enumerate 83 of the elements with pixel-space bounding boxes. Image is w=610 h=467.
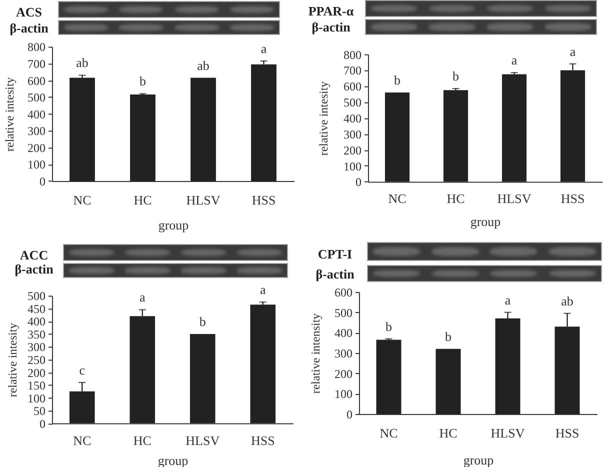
y-tick-label: 400 [28, 314, 46, 329]
y-tick-label: 100 [344, 159, 362, 174]
x-tick-label: HSS [555, 426, 580, 440]
x-tick-label: HC [439, 426, 458, 440]
x-tick-label: HC [134, 192, 152, 208]
x-tick-label: HLSV [497, 191, 532, 206]
annotation: b [386, 318, 392, 334]
chart-title: ACC [20, 248, 48, 262]
x-axis-title: group [463, 452, 494, 467]
chart-title: PPAR-α [308, 4, 354, 18]
y-axis-title: relative intensity [308, 313, 322, 394]
y-tick-label: 600 [334, 286, 352, 300]
y-tick-label: 500 [344, 96, 362, 110]
chart-title: ACS [16, 4, 42, 20]
y-tick-label: 700 [28, 56, 46, 71]
y-tick-label: 100 [28, 158, 46, 172]
y-tick-label: 500 [334, 306, 352, 320]
annotation: c [79, 362, 86, 378]
annotation: a [260, 40, 267, 56]
y-tick-label: 100 [28, 391, 46, 406]
annotation: b [394, 72, 400, 88]
annotation: ab [561, 293, 574, 308]
y-tick-label: 700 [344, 64, 362, 78]
y-axis-title: relative intesity [316, 81, 330, 156]
y-tick-label: 300 [334, 346, 352, 360]
annotation: b [445, 328, 452, 344]
x-tick-label: HC [133, 432, 152, 448]
y-tick-label: 0 [346, 408, 352, 422]
annotation: a [260, 282, 266, 298]
x-tick-label: NC [380, 426, 398, 440]
annotation: a [504, 292, 511, 308]
y-tick-label: 50 [34, 404, 46, 418]
annotation: a [570, 44, 576, 59]
text: β-actin [316, 266, 354, 282]
y-tick-label: 150 [28, 378, 46, 393]
chart-title: CPT-I [318, 246, 352, 262]
annotation: b [452, 68, 459, 84]
text: β-actin [14, 262, 54, 276]
y-tick-label: 200 [334, 366, 352, 381]
text: β-actin [312, 20, 350, 34]
y-tick-label: 200 [344, 143, 362, 158]
y-tick-label: 0 [356, 175, 362, 190]
y-tick-label: 450 [28, 302, 46, 316]
y-tick-label: 300 [344, 127, 362, 142]
y-tick-label: 250 [28, 353, 46, 367]
y-tick-label: 500 [28, 289, 46, 304]
x-tick-label: HLSV [490, 426, 526, 440]
text: β-actin [10, 20, 48, 35]
x-tick-label: HSS [560, 191, 585, 206]
x-tick-label: NC [73, 192, 92, 208]
annotation: b [199, 314, 206, 329]
x-tick-label: NC [73, 432, 92, 448]
y-tick-label: 400 [344, 112, 362, 126]
y-tick-label: 200 [28, 366, 46, 380]
y-tick-label: 800 [28, 40, 46, 54]
x-tick-label: HSS [252, 192, 276, 208]
x-axis-title: group [470, 214, 501, 230]
y-tick-label: 300 [28, 124, 46, 138]
x-tick-label: HSS [250, 432, 275, 448]
y-tick-label: 0 [40, 416, 46, 431]
annotation: a [511, 52, 518, 68]
x-axis-title: group [158, 218, 189, 232]
y-tick-label: 500 [28, 90, 46, 105]
y-tick-label: 200 [28, 140, 46, 155]
y-tick-label: 400 [28, 107, 46, 122]
annotation: ab [197, 58, 210, 73]
annotation: b [140, 74, 146, 89]
x-tick-label: HLSV [186, 192, 221, 208]
annotation: a [139, 290, 146, 305]
x-tick-label: HLSV [186, 432, 220, 448]
x-tick-label: HC [446, 191, 465, 206]
y-axis-title: relative intesity [2, 77, 16, 152]
y-tick-label: 0 [40, 174, 46, 188]
y-tick-label: 300 [28, 340, 46, 354]
x-tick-label: NC [388, 191, 406, 206]
y-tick-label: 600 [28, 74, 46, 88]
y-tick-label: 350 [28, 327, 46, 342]
y-axis-title: relative intesity [6, 322, 20, 398]
y-tick-label: 800 [344, 48, 362, 62]
y-tick-label: 600 [344, 80, 362, 94]
y-tick-label: 100 [334, 387, 352, 402]
y-tick-label: 400 [334, 326, 352, 340]
annotation: ab [76, 55, 88, 70]
